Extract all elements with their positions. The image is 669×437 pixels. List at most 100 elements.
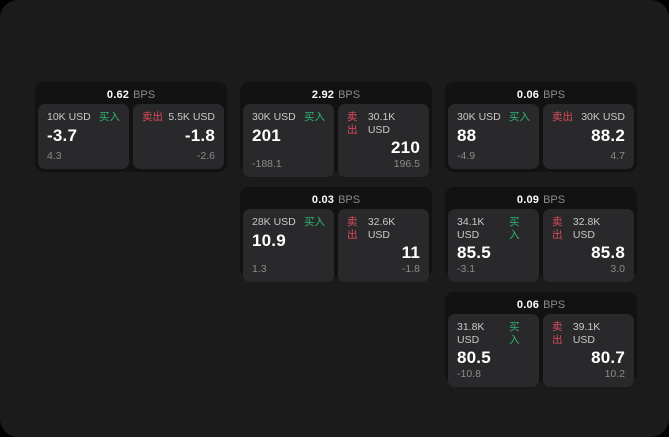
quote-card: 0.06 BPS 31.8K USD 买入 80.5 -10.8 卖出 39.1… (445, 292, 637, 388)
sell-delta: -1.8 (401, 263, 420, 276)
buy-delta: 4.3 (47, 150, 62, 163)
bps-unit: BPS (543, 88, 566, 101)
sell-panel[interactable]: 卖出 32.8K USD 85.8 3.0 (543, 209, 634, 283)
bps-header: 0.06 BPS (448, 295, 634, 314)
buy-price: 201 (252, 125, 281, 145)
sell-delta: -2.6 (196, 150, 215, 163)
buy-delta: -188.1 (252, 158, 282, 171)
buy-label: 买入 (304, 111, 325, 123)
buy-sell-panels: 10K USD 买入 -3.7 4.3 卖出 5.5K USD -1.8 -2.… (38, 104, 224, 169)
bps-header: 0.09 BPS (448, 190, 634, 209)
buy-delta: 1.3 (252, 263, 267, 276)
bps-value: 0.06 (516, 298, 540, 311)
sell-panel[interactable]: 卖出 32.6K USD 11 -1.8 (338, 209, 429, 283)
bps-value: 0.62 (106, 88, 130, 101)
quote-card: 0.06 BPS 30K USD 买入 88 -4.9 卖出 30K USD (445, 82, 637, 172)
buy-amount: 30K USD (457, 111, 501, 123)
sell-price: 80.7 (591, 348, 625, 368)
buy-label: 买入 (99, 111, 120, 123)
sell-delta: 4.7 (610, 150, 625, 163)
sell-delta: 10.2 (604, 368, 625, 381)
buy-label: 买入 (509, 111, 530, 123)
bps-header: 0.62 BPS (38, 85, 224, 104)
buy-sell-panels: 31.8K USD 买入 80.5 -10.8 卖出 39.1K USD 80.… (448, 314, 634, 388)
quote-card: 0.03 BPS 28K USD 买入 10.9 1.3 卖出 32.6K US… (240, 187, 432, 283)
buy-sell-panels: 28K USD 买入 10.9 1.3 卖出 32.6K USD 11 -1.8 (243, 209, 429, 283)
bps-unit: BPS (338, 193, 361, 206)
quote-card: 0.62 BPS 10K USD 买入 -3.7 4.3 卖出 5.5K USD (35, 82, 227, 172)
buy-sell-panels: 30K USD 买入 201 -188.1 卖出 30.1K USD 210 1… (243, 104, 429, 178)
sell-label: 卖出 (142, 111, 163, 123)
buy-sell-panels: 34.1K USD 买入 85.5 -3.1 卖出 32.8K USD 85.8… (448, 209, 634, 283)
buy-price: -3.7 (47, 125, 78, 145)
buy-amount: 31.8K USD (457, 321, 485, 346)
buy-panel[interactable]: 10K USD 买入 -3.7 4.3 (38, 104, 129, 169)
sell-label: 卖出 (552, 111, 573, 123)
buy-panel[interactable]: 30K USD 买入 88 -4.9 (448, 104, 539, 169)
bps-unit: BPS (543, 298, 566, 311)
bps-value: 2.92 (311, 88, 335, 101)
buy-label: 买入 (509, 321, 520, 346)
buy-panel[interactable]: 28K USD 买入 10.9 1.3 (243, 209, 334, 283)
sell-label: 卖出 (347, 111, 358, 136)
sell-price: 210 (391, 138, 420, 158)
buy-amount: 28K USD (252, 216, 296, 228)
sell-panel-top: 卖出 32.8K USD (552, 216, 625, 241)
buy-amount: 34.1K USD (457, 216, 485, 241)
buy-panel-top: 34.1K USD 买入 (457, 216, 530, 241)
buy-amount: 10K USD (47, 111, 91, 123)
bps-unit: BPS (133, 88, 156, 101)
sell-amount: 39.1K USD (572, 321, 601, 346)
buy-panel-top: 10K USD 买入 (47, 111, 120, 124)
sell-label: 卖出 (552, 321, 563, 346)
buy-panel[interactable]: 31.8K USD 买入 80.5 -10.8 (448, 314, 539, 388)
sell-panel[interactable]: 卖出 30.1K USD 210 196.5 (338, 104, 429, 178)
sell-price: 11 (401, 243, 420, 263)
buy-label: 买入 (509, 216, 520, 241)
buy-delta: -4.9 (457, 150, 476, 163)
sell-label: 卖出 (552, 216, 563, 241)
bps-unit: BPS (543, 193, 566, 206)
sell-delta: 3.0 (610, 263, 625, 276)
sell-panel[interactable]: 卖出 5.5K USD -1.8 -2.6 (133, 104, 224, 169)
quotes-grid: 0.62 BPS 10K USD 买入 -3.7 4.3 卖出 5.5K USD (35, 82, 637, 388)
buy-panel-top: 30K USD 买入 (457, 111, 530, 124)
sell-amount: 30.1K USD (367, 111, 396, 136)
bps-value: 0.09 (516, 193, 540, 206)
sell-panel[interactable]: 卖出 30K USD 88.2 4.7 (543, 104, 634, 169)
sell-panel-top: 卖出 39.1K USD (552, 321, 625, 346)
buy-panel-top: 30K USD 买入 (252, 111, 325, 124)
bps-header: 0.03 BPS (243, 190, 429, 209)
buy-panel[interactable]: 34.1K USD 买入 85.5 -3.1 (448, 209, 539, 283)
sell-panel-top: 卖出 30K USD (552, 111, 625, 124)
buy-price: 88 (457, 125, 477, 145)
sell-amount: 5.5K USD (168, 111, 215, 123)
sell-price: 88.2 (591, 125, 625, 145)
sell-amount: 32.8K USD (572, 216, 601, 241)
sell-price: -1.8 (184, 125, 215, 145)
buy-panel[interactable]: 30K USD 买入 201 -188.1 (243, 104, 334, 178)
sell-panel-top: 卖出 30.1K USD (347, 111, 420, 136)
sell-price: 85.8 (591, 243, 625, 263)
bps-header: 0.06 BPS (448, 85, 634, 104)
bps-value: 0.06 (516, 88, 540, 101)
buy-panel-top: 28K USD 买入 (252, 216, 325, 229)
quote-card: 2.92 BPS 30K USD 买入 201 -188.1 卖出 30.1K … (240, 82, 432, 178)
sell-amount: 32.6K USD (367, 216, 396, 241)
buy-sell-panels: 30K USD 买入 88 -4.9 卖出 30K USD 88.2 4.7 (448, 104, 634, 169)
sell-delta: 196.5 (393, 158, 420, 171)
buy-delta: -3.1 (457, 263, 476, 276)
buy-delta: -10.8 (457, 368, 481, 381)
sell-amount: 30K USD (581, 111, 625, 123)
sell-panel-top: 卖出 32.6K USD (347, 216, 420, 241)
quote-card: 0.09 BPS 34.1K USD 买入 85.5 -3.1 卖出 32.8K… (445, 187, 637, 283)
bps-header: 2.92 BPS (243, 85, 429, 104)
buy-price: 85.5 (457, 243, 491, 263)
sell-label: 卖出 (347, 216, 358, 241)
sell-panel[interactable]: 卖出 39.1K USD 80.7 10.2 (543, 314, 634, 388)
bps-value: 0.03 (311, 193, 335, 206)
buy-price: 10.9 (252, 230, 286, 250)
buy-amount: 30K USD (252, 111, 296, 123)
buy-panel-top: 31.8K USD 买入 (457, 321, 530, 346)
